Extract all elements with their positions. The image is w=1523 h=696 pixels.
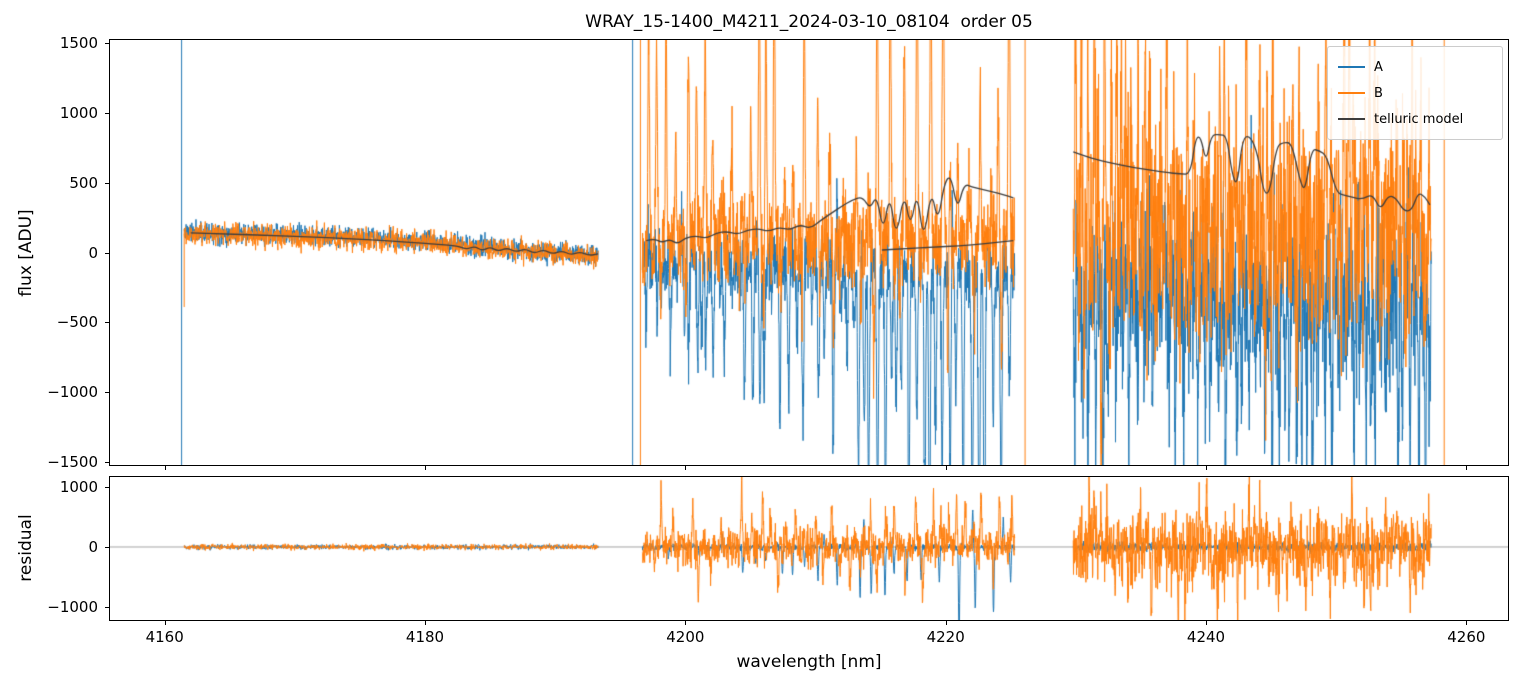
x-tick-label: 4220 xyxy=(926,628,965,646)
tick-mark xyxy=(945,466,947,470)
tick-mark xyxy=(1206,621,1207,625)
y-tick-label: 1000 xyxy=(59,477,98,496)
x-axis-label: wavelength [nm] xyxy=(736,652,882,672)
tick-mark xyxy=(425,621,426,625)
x-tick-label: 4200 xyxy=(666,628,705,646)
tick-mark xyxy=(105,252,109,254)
legend-item-telluric: telluric model xyxy=(1338,106,1492,132)
tick-mark xyxy=(1466,621,1468,625)
tick-mark xyxy=(105,322,109,324)
tick-mark xyxy=(164,621,166,625)
legend-item-a: A xyxy=(1338,54,1492,80)
y-tick-label: 0 xyxy=(88,537,98,556)
x-tick-label: 4260 xyxy=(1447,628,1486,646)
residual-axis-label: residual xyxy=(16,514,36,582)
x-tick-label: 4180 xyxy=(405,628,445,646)
tick-mark xyxy=(105,607,109,609)
tick-mark xyxy=(105,546,109,548)
x-tick-label: 4240 xyxy=(1186,628,1226,646)
legend-label-b: B xyxy=(1374,85,1383,101)
y-tick-label: 1500 xyxy=(59,33,98,52)
flux-plot-canvas xyxy=(110,40,1508,465)
tick-mark xyxy=(1466,466,1468,470)
tick-mark xyxy=(105,462,109,464)
tick-mark xyxy=(105,486,109,488)
tick-mark xyxy=(105,392,109,394)
y-tick-label: −500 xyxy=(56,313,98,332)
telluric-model-line-swatch xyxy=(1338,118,1365,120)
series-a-line-swatch xyxy=(1338,66,1365,68)
tick-mark xyxy=(105,112,109,114)
y-tick-label: −1000 xyxy=(47,383,98,402)
legend: A B telluric model xyxy=(1327,46,1503,140)
tick-mark xyxy=(945,621,947,625)
tick-mark xyxy=(685,466,687,470)
legend-item-b: B xyxy=(1338,80,1492,106)
tick-mark xyxy=(105,42,109,44)
legend-label-a: A xyxy=(1374,59,1383,75)
tick-mark xyxy=(105,182,109,184)
series-b-line-swatch xyxy=(1338,92,1365,94)
y-tick-label: −1500 xyxy=(47,453,98,472)
y-tick-label: 1000 xyxy=(59,103,98,122)
flux-panel xyxy=(109,39,1509,466)
x-tick-label: 4160 xyxy=(145,628,184,646)
y-tick-label: 500 xyxy=(69,173,98,192)
y-tick-label: 0 xyxy=(88,243,98,262)
legend-label-telluric: telluric model xyxy=(1374,111,1464,127)
residual-panel xyxy=(109,476,1509,621)
tick-mark xyxy=(425,466,426,470)
tick-mark xyxy=(685,621,687,625)
y-tick-label: −1000 xyxy=(47,598,98,617)
tick-mark xyxy=(164,466,166,470)
chart-title: WRAY_15-1400_M4211_2024-03-10_08104 orde… xyxy=(585,12,1033,32)
residual-plot-canvas xyxy=(110,477,1508,620)
flux-axis-label: flux [ADU] xyxy=(16,209,36,297)
tick-mark xyxy=(1206,466,1207,470)
